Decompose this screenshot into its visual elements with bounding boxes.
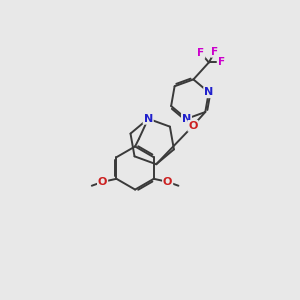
- Text: F: F: [218, 58, 225, 68]
- Text: F: F: [212, 47, 218, 57]
- Text: N: N: [182, 114, 191, 124]
- Text: F: F: [197, 48, 205, 58]
- Text: O: O: [188, 121, 198, 131]
- Text: O: O: [98, 177, 107, 187]
- Text: N: N: [144, 114, 153, 124]
- Text: N: N: [204, 87, 213, 97]
- Text: O: O: [163, 177, 172, 187]
